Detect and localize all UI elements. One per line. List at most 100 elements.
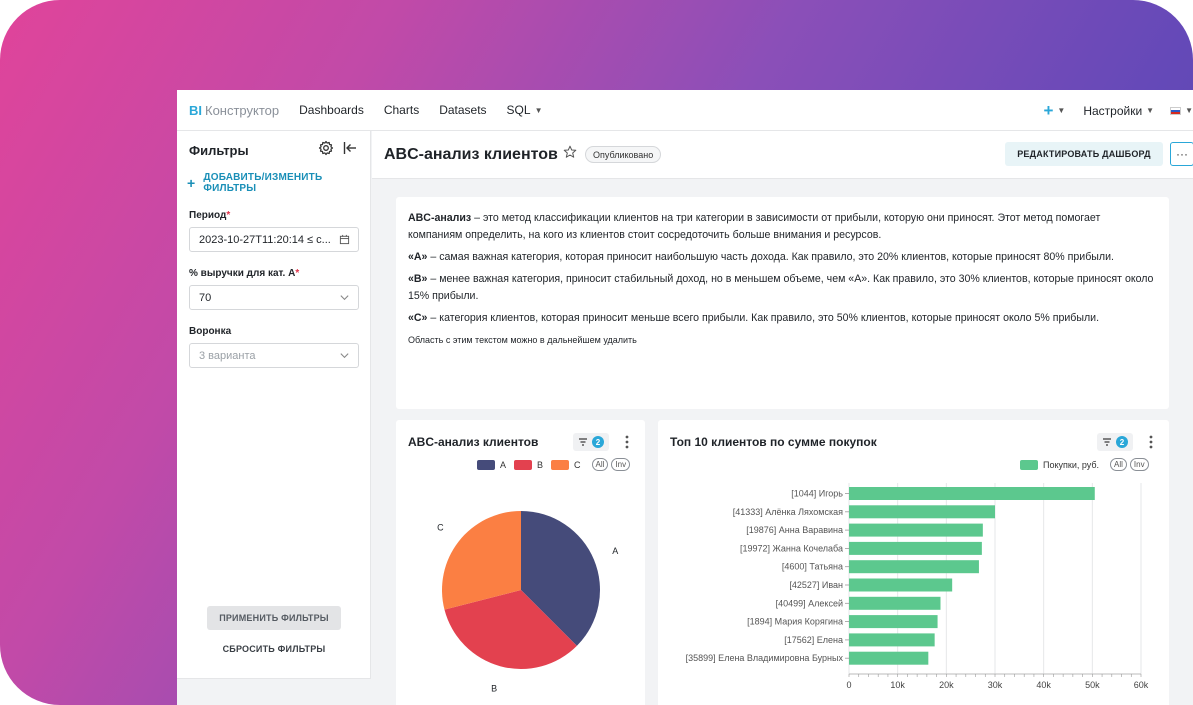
- period-label-text: Период: [189, 210, 227, 221]
- language-menu[interactable]: ▼: [1170, 106, 1193, 115]
- text-paragraph: ABC-анализ – это метод классификации кли…: [408, 210, 1157, 244]
- nav-right: + ▼ Настройки ▼ ▼: [1043, 90, 1193, 131]
- nav-datasets[interactable]: Datasets: [439, 103, 487, 117]
- chevron-down-icon: ▼: [1057, 106, 1066, 115]
- logo-text: Конструктор: [205, 102, 280, 118]
- bar-chart: 0 10k 20k 30k 40k 50k 60k [1044] Игорь [41333] А…: [686, 483, 1149, 690]
- bar[interactable]: [849, 560, 979, 574]
- calendar-icon: [339, 234, 350, 245]
- y-tick-label: [17562] Елена: [784, 635, 843, 645]
- pie-legend-items: A B C: [477, 459, 589, 470]
- nav-sql-label: SQL: [506, 103, 531, 117]
- legend-inv-button[interactable]: Inv: [611, 458, 631, 471]
- chevron-down-icon: ▼: [1185, 106, 1193, 115]
- add-filters-label: ДОБАВИТЬ/ИЗМЕНИТЬ ФИЛЬТРЫ: [203, 172, 323, 194]
- text-p3: – менее важная категория, приносит стаби…: [408, 273, 1154, 302]
- filter-icon: [579, 438, 587, 446]
- text-paragraph: «C» – категория клиентов, которая принос…: [408, 310, 1157, 327]
- bar[interactable]: [849, 487, 1095, 500]
- nav-dashboards[interactable]: Dashboards: [299, 103, 364, 117]
- funnel-label-text: Воронка: [189, 326, 232, 337]
- legend-label-a[interactable]: A: [500, 459, 507, 470]
- filters-sidebar: Фильтры + ДОБАВИТЬ/ИЗМЕНИТЬ ФИЛЬТРЫ Пери…: [177, 131, 371, 679]
- bar[interactable]: [849, 505, 995, 519]
- y-tick-label: [42527] Иван: [789, 580, 843, 590]
- legend-all-button[interactable]: All: [1110, 458, 1127, 471]
- y-tick-label: [35899] Елена Владимировна Бурных: [686, 653, 844, 663]
- logo[interactable]: BI Конструктор: [189, 103, 279, 118]
- legend-swatch-b[interactable]: [514, 459, 533, 470]
- bar-chart-card: Топ 10 клиентов по сумме покупок 2 Покуп…: [658, 420, 1169, 705]
- kebab-menu-icon[interactable]: [1146, 433, 1156, 451]
- bar[interactable]: [849, 596, 941, 610]
- bar[interactable]: [849, 633, 935, 647]
- russian-flag-icon: [1170, 106, 1182, 115]
- more-options-button[interactable]: ···: [1170, 142, 1193, 166]
- top-navigation: BI Конструктор Dashboards Charts Dataset…: [177, 90, 1193, 131]
- pie-chart-card: ABC-анализ клиентов 2 A B C All Inv A B C: [396, 420, 645, 705]
- pie-slice-a[interactable]: [521, 511, 600, 646]
- period-field[interactable]: 2023-10-27T11:20:14 ≤ c...: [189, 227, 359, 252]
- gear-icon[interactable]: [318, 140, 334, 156]
- y-tick-label: [4600] Татьяна: [782, 562, 843, 572]
- pie-slice-c[interactable]: [442, 511, 521, 610]
- nav-sql[interactable]: SQL ▼: [507, 103, 543, 117]
- logo-bi: BI: [189, 102, 202, 118]
- apply-filters-button[interactable]: ПРИМЕНИТЬ ФИЛЬТРЫ: [207, 606, 341, 630]
- bar[interactable]: [849, 651, 929, 665]
- add-filters-button[interactable]: + ДОБАВИТЬ/ИЗМЕНИТЬ ФИЛЬТРЫ: [187, 172, 370, 194]
- nav-charts[interactable]: Charts: [383, 103, 420, 117]
- pct-value: 70: [199, 291, 212, 304]
- bar[interactable]: [849, 523, 983, 537]
- x-tick-label: 0: [846, 680, 851, 690]
- required-marker: *: [295, 268, 300, 279]
- filter-icon: [1103, 438, 1111, 446]
- legend-swatch-c[interactable]: [551, 459, 570, 470]
- pie-label-c: C: [437, 522, 444, 532]
- pie-label-a: A: [612, 546, 618, 556]
- settings-label: Настройки: [1083, 103, 1143, 118]
- bar[interactable]: [849, 541, 982, 555]
- y-tick-label: [19876] Анна Варавина: [746, 525, 843, 535]
- chevron-down-icon: [340, 353, 349, 359]
- pie-chart: A B C: [437, 511, 618, 693]
- x-tick-label: 10k: [890, 680, 905, 690]
- edit-dashboard-button[interactable]: РЕДАКТИРОВАТЬ ДАШБОРД: [1005, 142, 1163, 166]
- reset-filters-button[interactable]: СБРОСИТЬ ФИЛЬТРЫ: [222, 644, 326, 654]
- funnel-select[interactable]: 3 варианта: [189, 343, 359, 368]
- legend-all-button[interactable]: All: [591, 458, 609, 471]
- text-paragraph: «A» – самая важная категория, которая пр…: [408, 249, 1157, 266]
- legend-label: Покупки, руб.: [1043, 459, 1100, 470]
- legend-swatch-a[interactable]: [477, 459, 495, 470]
- funnel-label: Воронка: [189, 326, 231, 337]
- pie-slice-b[interactable]: [444, 590, 577, 669]
- kebab-menu-icon[interactable]: [622, 433, 632, 451]
- legend-label-b[interactable]: B: [537, 459, 544, 470]
- bar[interactable]: [849, 578, 953, 592]
- text-p1: – это метод классификации клиентов на тр…: [408, 212, 1101, 241]
- legend-inv-button[interactable]: Inv: [1129, 458, 1149, 471]
- star-icon[interactable]: [563, 145, 577, 159]
- pie-filter-indicator[interactable]: 2: [573, 433, 609, 451]
- bar[interactable]: [849, 615, 938, 629]
- bar-chart-title: Топ 10 клиентов по сумме покупок: [670, 435, 877, 449]
- pct-select[interactable]: 70: [189, 285, 359, 310]
- text-p2: – самая важная категория, которая принос…: [427, 251, 1114, 263]
- settings-menu[interactable]: Настройки ▼: [1083, 104, 1154, 118]
- bar-legend: Покупки, руб. All Inv: [1020, 458, 1149, 471]
- create-menu[interactable]: + ▼: [1043, 101, 1065, 121]
- y-tick-label: [1044] Игорь: [791, 489, 843, 499]
- collapse-sidebar-icon[interactable]: [342, 140, 358, 156]
- filters-title: Фильтры: [189, 143, 249, 158]
- plus-icon: +: [1043, 100, 1054, 120]
- chevron-down-icon: ▼: [1146, 106, 1155, 115]
- text-widget: ABC-анализ – это метод классификации кли…: [396, 197, 1169, 409]
- required-marker: *: [226, 210, 231, 221]
- x-tick-label: 50k: [1085, 680, 1100, 690]
- legend-label-c[interactable]: C: [574, 459, 581, 470]
- filter-count-badge: 2: [1116, 436, 1128, 448]
- bar-filter-indicator[interactable]: 2: [1097, 433, 1133, 451]
- funnel-placeholder: 3 варианта: [199, 349, 256, 362]
- chevron-down-icon: [340, 295, 349, 301]
- chevron-down-icon: ▼: [534, 105, 543, 115]
